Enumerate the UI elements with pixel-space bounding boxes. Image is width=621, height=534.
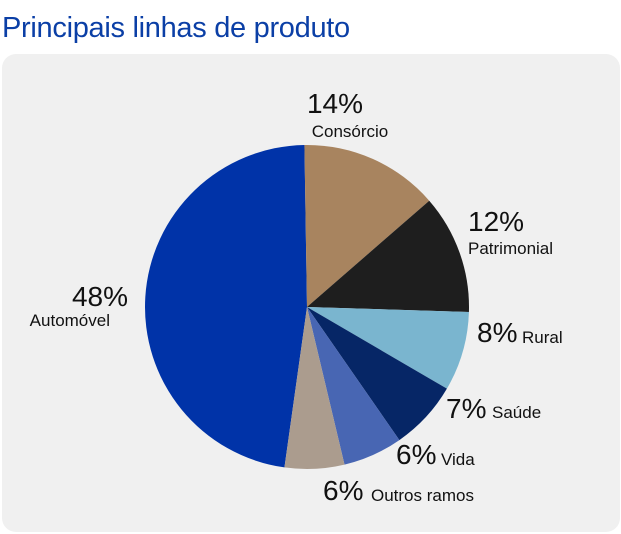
slice-percent-label: 8%	[477, 317, 517, 348]
pie-slice-outros-ramos	[284, 307, 345, 469]
pie-slice-consórcio	[304, 145, 430, 307]
pie-slice-vida	[307, 307, 400, 465]
slice-category-label: Vida	[441, 450, 475, 469]
slice-category-label: Automóvel	[30, 311, 110, 330]
pie-slice-rural	[307, 307, 469, 389]
pie-slice-automóvel	[144, 145, 307, 468]
pie-labels: 48%Automóvel 14% Consórcio 12% Patrimonial 8%…	[30, 88, 563, 506]
pie-slices	[144, 145, 469, 469]
slice-category-label: Rural	[522, 328, 563, 347]
pie-slice-saúde	[307, 307, 447, 441]
slice-category-label: Outros ramos	[371, 486, 474, 505]
slice-percent-label: 7%	[446, 393, 486, 424]
pie-slice-patrimonial	[307, 200, 469, 312]
slice-percent-label: 14%	[307, 88, 363, 119]
slice-percent-label: 48%	[72, 281, 128, 312]
slice-category-label: Patrimonial	[468, 239, 553, 258]
slice-percent-label: 6%	[396, 439, 436, 470]
slice-category-label: Consórcio	[312, 122, 389, 141]
slice-percent-label: 6%	[323, 475, 363, 506]
slice-category-label: Saúde	[492, 403, 541, 422]
chart-title: Principais linhas de produto	[2, 12, 350, 44]
slice-percent-label: 12%	[468, 206, 524, 237]
